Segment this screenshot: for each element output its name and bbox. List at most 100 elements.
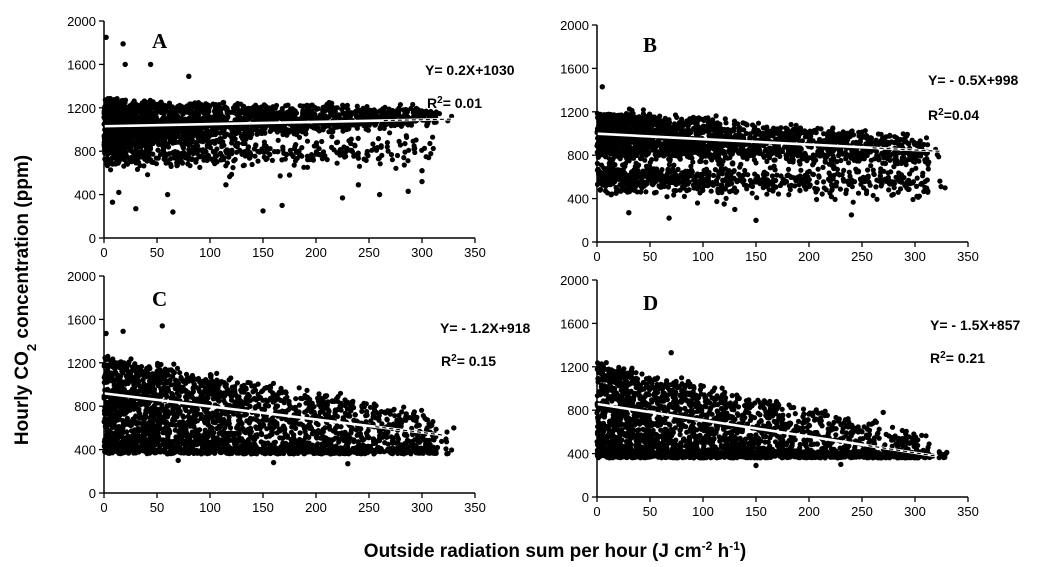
data-point [238,134,245,140]
data-point [659,167,665,173]
data-point [348,140,354,147]
data-point [672,151,678,157]
data-point [221,156,227,163]
data-point [124,113,130,119]
data-point [263,115,269,121]
data-point [102,156,108,162]
data-point [253,127,260,133]
data-point [255,158,261,164]
data-point [767,165,773,171]
data-point [147,111,153,117]
data-point [921,188,927,195]
data-point [379,152,385,158]
data-point [136,139,142,145]
data-point [632,164,638,170]
data-point [145,172,151,178]
data-point [643,137,649,143]
data-point [156,141,162,148]
data-point [135,135,141,141]
data-point [849,128,855,134]
data-point [876,157,882,163]
data-point [366,122,372,128]
data-point [160,147,167,153]
data-point [599,135,605,141]
data-point [162,137,168,143]
data-point [727,155,733,161]
data-point [364,114,370,121]
data-point [705,175,711,181]
data-point [826,161,833,167]
data-point [222,104,228,110]
data-point [221,131,227,137]
data-point [907,156,913,163]
data-point [129,134,135,140]
data-point [184,132,190,138]
data-point [677,187,683,193]
data-point [714,198,720,205]
outlier-point [133,206,139,212]
data-point [307,157,313,163]
data-point [205,102,211,108]
outlier-point [339,195,346,201]
panel-a-points [101,34,455,215]
outlier-point [170,209,176,215]
data-point [920,173,926,179]
y-tick-label: 0 [89,231,96,246]
data-point [142,156,148,162]
data-point [322,153,328,159]
data-point [737,164,743,170]
outlier-point [355,182,362,188]
data-point [204,138,210,144]
data-point [923,135,930,141]
data-point [706,169,712,175]
data-point [843,187,850,193]
data-point [309,152,315,158]
data-point [430,134,436,140]
data-point [850,199,856,205]
data-point [900,131,906,137]
data-point [937,178,943,184]
data-point [382,114,388,120]
data-point [799,156,805,162]
data-point [370,141,376,147]
data-point [287,147,293,153]
outlier-point [186,73,192,80]
data-point [406,147,412,153]
outlier-point [419,178,425,185]
data-point [205,155,211,161]
data-point [299,128,305,134]
data-point [732,145,738,151]
data-point [308,111,314,117]
data-point [934,152,940,158]
data-point [275,137,281,143]
panels-group: 0 50 100 150 200 250 300 3500400800120016002000… [67,14,1020,519]
data-point [719,189,725,196]
data-point [210,148,216,155]
data-point [329,134,335,140]
data-point [827,190,833,196]
data-point [879,181,885,187]
outlier-point [405,188,411,194]
data-point [745,172,751,178]
data-point [392,111,398,117]
data-point [405,122,411,128]
data-point [412,149,418,156]
data-point [430,145,436,152]
data-point [179,150,185,156]
data-point [267,151,273,157]
x-tick-label: 150 [252,245,274,260]
data-point [778,148,784,154]
data-point [837,186,844,192]
data-point [656,173,662,180]
data-point [925,142,931,148]
data-point [328,110,334,117]
data-point [147,97,153,103]
data-point [333,105,339,111]
data-point [234,130,240,136]
data-point [436,111,442,117]
data-point [240,163,246,169]
data-point [888,169,894,175]
data-point [623,160,629,167]
data-point [312,104,318,110]
data-point [709,157,715,163]
